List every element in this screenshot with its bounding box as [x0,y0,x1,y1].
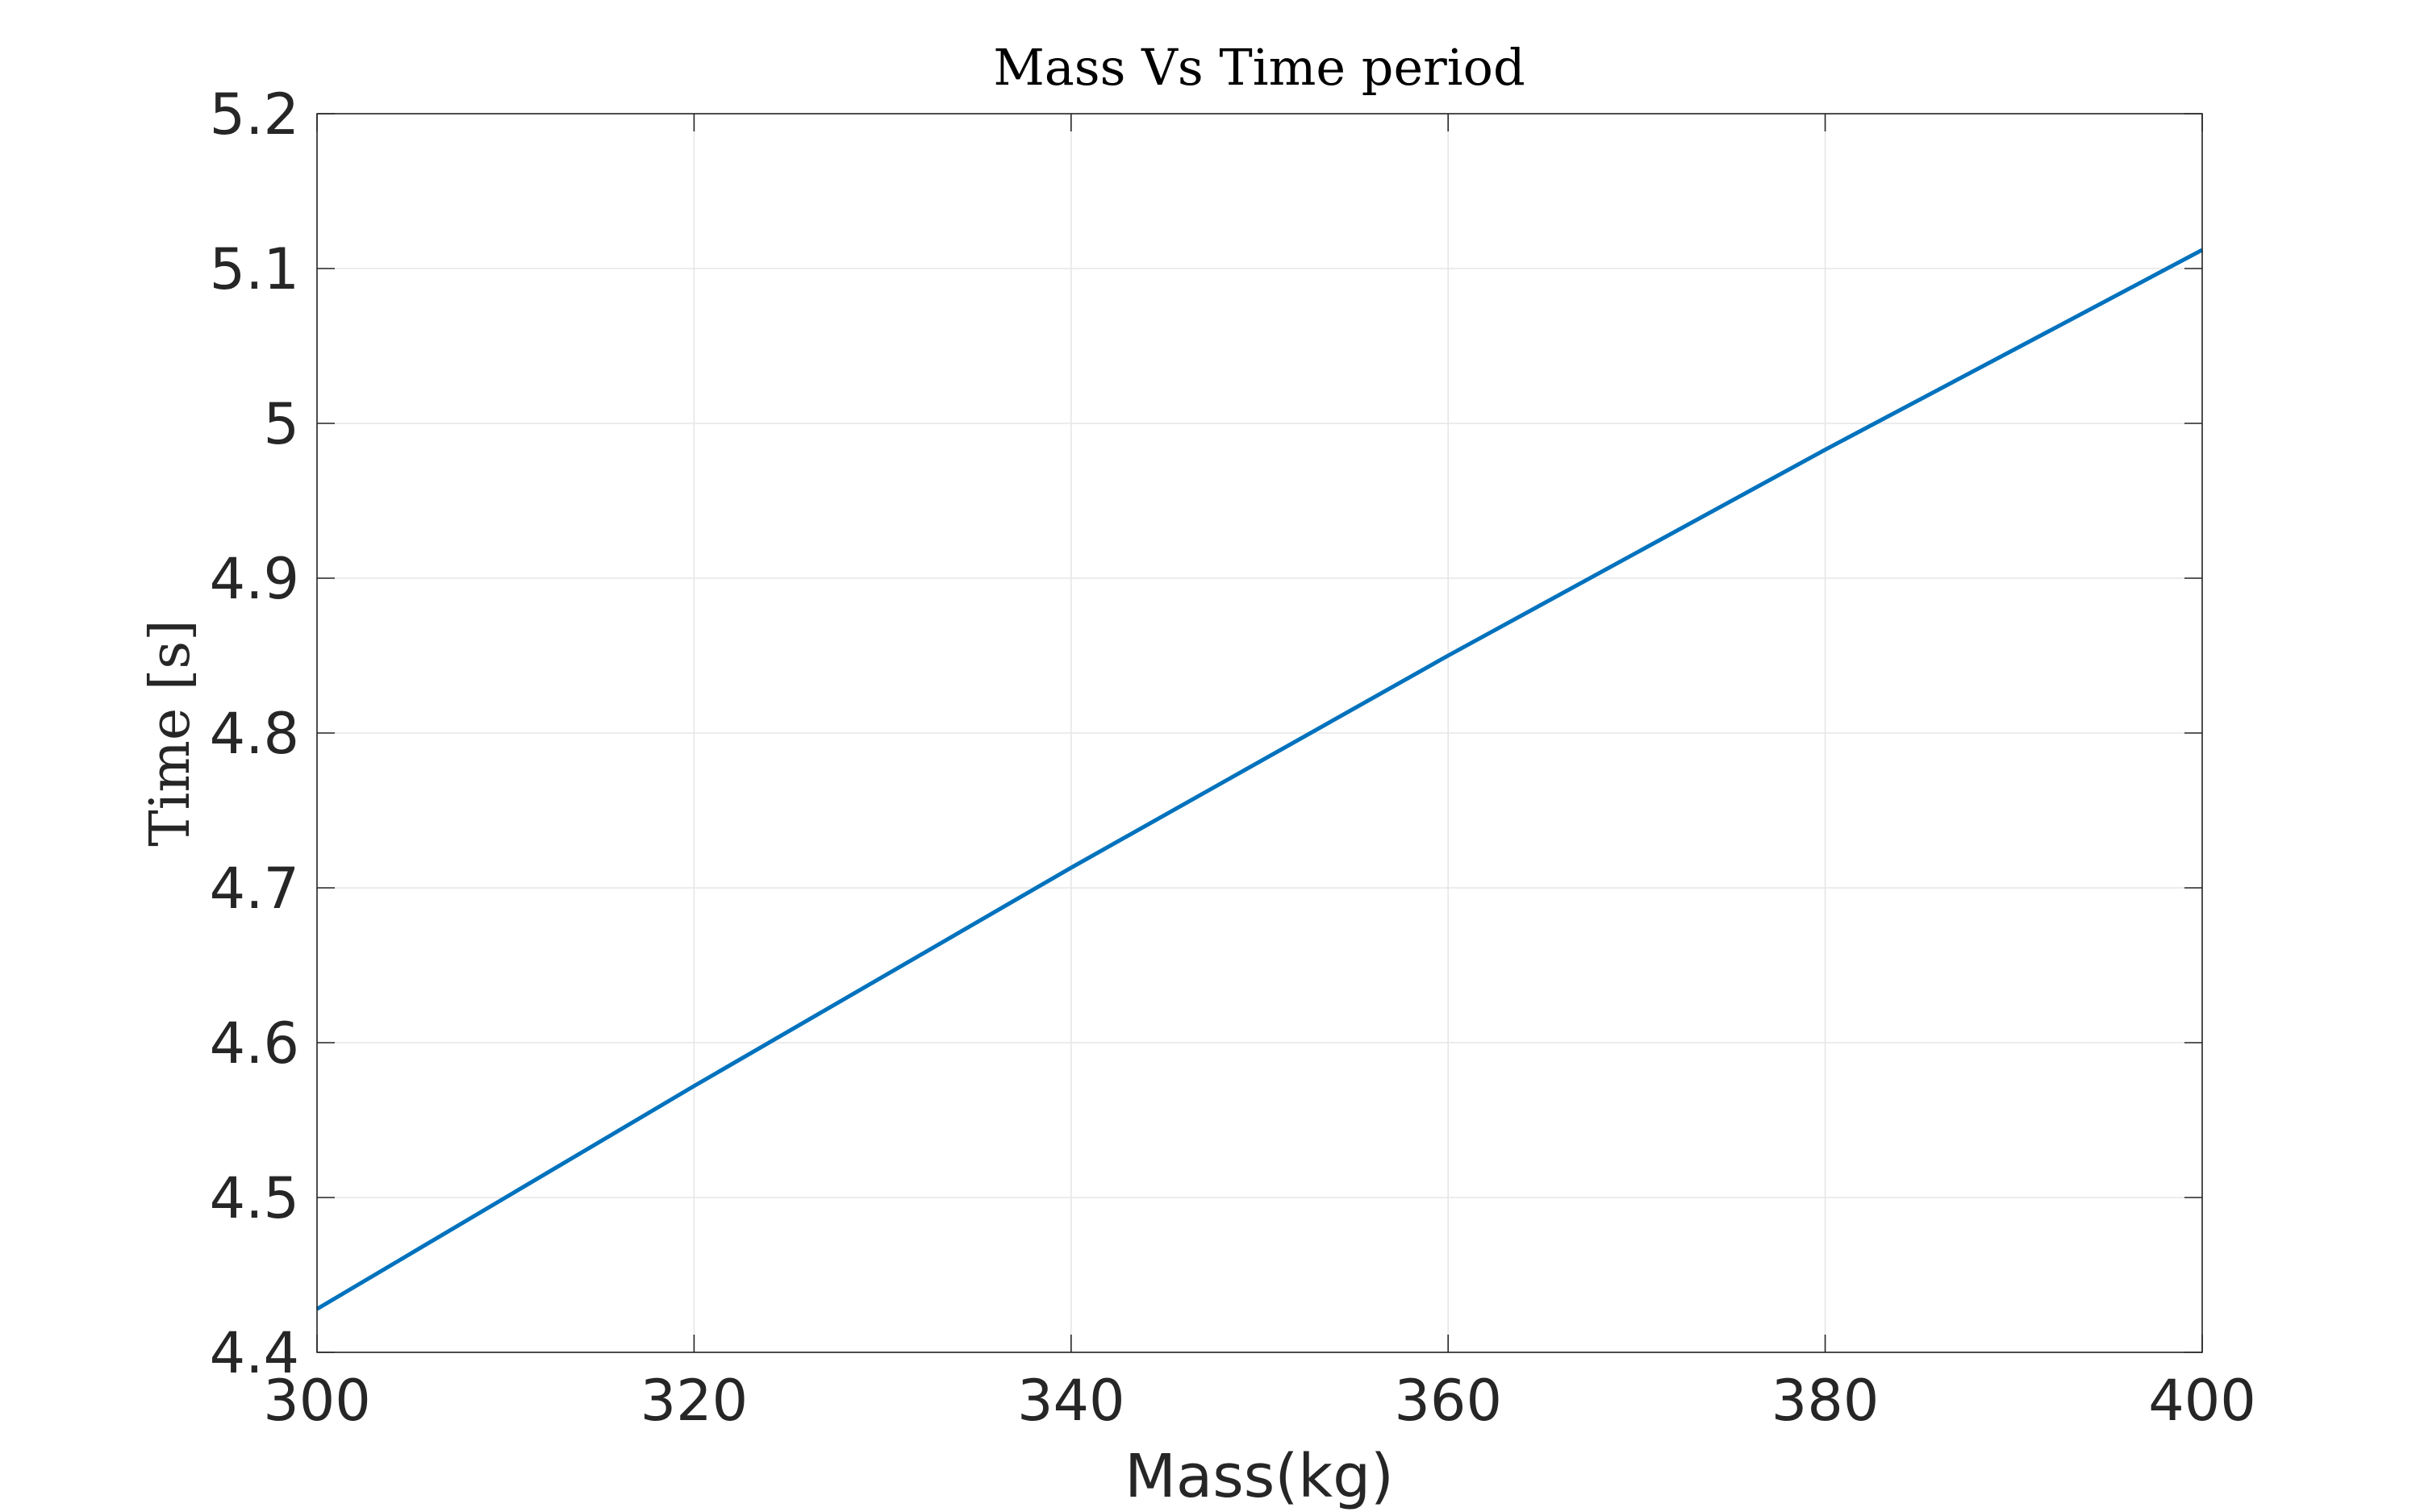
x-tick-label: 360 [1394,1368,1502,1434]
chart-title: Mass Vs Time period [993,38,1525,97]
x-axis-title: Mass(kg) [1124,1442,1394,1511]
y-tick-label: 4.7 [210,856,299,922]
y-tick-label: 4.8 [210,701,299,767]
x-tick-label: 340 [1017,1368,1125,1434]
y-tick-label: 4.4 [210,1320,299,1386]
y-tick-label: 4.9 [210,546,299,612]
y-tick-label: 4.6 [210,1010,299,1077]
y-axis-title: Time [s] [139,619,202,846]
y-tick-label: 5 [263,391,299,457]
tick-marks [316,113,2203,1353]
x-tick-label: 400 [2148,1368,2256,1434]
x-tick-label: 300 [263,1368,371,1434]
x-tick-labels: 300 320 340 360 380 400 [263,1368,2256,1434]
y-tick-label: 5.1 [210,236,299,302]
series-line [315,248,2204,1311]
y-tick-label: 4.5 [210,1165,299,1231]
x-tick-label: 380 [1771,1368,1880,1434]
y-tick-labels: 4.4 4.5 4.6 4.7 4.8 4.9 5 5.1 5.2 [210,81,299,1386]
series-layer [315,248,2204,1311]
y-tick-label: 5.2 [210,81,299,148]
x-tick-label: 320 [640,1368,749,1434]
